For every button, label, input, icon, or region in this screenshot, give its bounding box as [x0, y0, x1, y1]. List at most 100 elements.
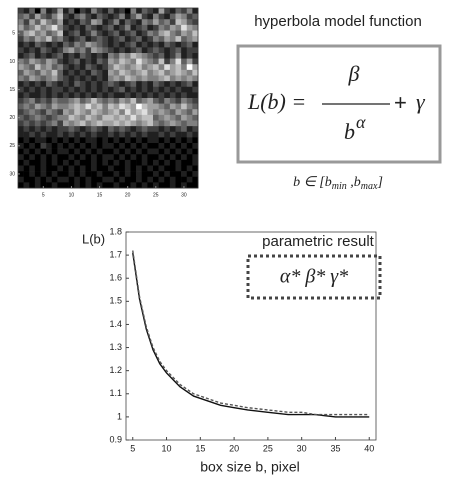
heatmap-cell [46, 182, 53, 189]
formula-domain: b ∈ [bmin ,bmax] [293, 175, 383, 192]
heatmap-cell [74, 8, 81, 14]
heatmap-cell [186, 41, 193, 48]
heatmap-cell [57, 148, 64, 155]
heatmap-cell [40, 53, 47, 59]
heatmap-cell [79, 165, 86, 172]
heatmap-cell [68, 92, 75, 99]
heatmap-cell [18, 58, 24, 65]
heatmap-cell [108, 137, 114, 144]
heatmap-cell [91, 165, 98, 172]
heatmap-cell [74, 143, 81, 149]
heatmap-cell [74, 69, 81, 76]
heatmap-cell [164, 131, 171, 138]
heatmap-cell [181, 120, 188, 127]
heatmap-cell [164, 148, 171, 155]
heatmap-cell [96, 171, 103, 178]
heatmap-cell [124, 131, 131, 138]
heatmap-cell [108, 19, 114, 26]
heatmap-cell [29, 13, 36, 20]
heatmap-cell [108, 81, 114, 88]
heatmap-cell [40, 171, 47, 178]
heatmap-cell [34, 120, 41, 127]
heatmap-cell [29, 75, 36, 82]
heatmap-cell [158, 131, 165, 138]
heatmap-cell [96, 120, 103, 127]
heatmap-cell [102, 64, 109, 71]
heatmap-cell [136, 165, 143, 172]
heatmap-cell [181, 30, 188, 37]
heatmap-cell [23, 182, 30, 189]
heatmap-cell [85, 148, 92, 155]
heatmap-cell [113, 176, 120, 183]
heatmap-cell [91, 69, 98, 76]
heatmap-cell [192, 165, 199, 172]
heatmap-cell [153, 8, 159, 14]
heatmap-cell [147, 148, 154, 155]
heatmap-cell [158, 81, 165, 88]
heatmap-cell [158, 41, 165, 48]
heatmap-cell [85, 47, 92, 54]
heatmap-cell [102, 69, 109, 76]
heatmap-cell [57, 165, 64, 172]
heatmap-cell [18, 171, 24, 178]
heatmap-cell [136, 13, 143, 20]
heatmap-cell [136, 148, 143, 155]
heatmap-cell [130, 131, 137, 138]
heatmap-cell [136, 176, 143, 183]
heatmap-cell [175, 131, 182, 138]
heatmap-cell [119, 86, 126, 93]
heatmap-cell [74, 159, 81, 166]
heatmap-cell [124, 92, 131, 99]
heatmap-cell [51, 114, 58, 121]
heatmap-cell [169, 69, 176, 76]
heatmap-cell [85, 98, 92, 104]
y-tick-label: 1.8 [109, 226, 122, 236]
heatmap-cell [158, 165, 165, 172]
heatmap-cell [63, 75, 69, 82]
heatmap-cell [34, 176, 41, 183]
heatmap-cell [91, 159, 98, 166]
heatmap-cell [91, 75, 98, 82]
heatmap-cell [46, 92, 53, 99]
heatmap-cell [192, 154, 199, 161]
heatmap-cell [57, 53, 64, 59]
heatmap-cell [181, 171, 188, 178]
heatmap-cell [23, 176, 30, 183]
heatmap-cell [192, 148, 199, 155]
heatmap-cell [192, 53, 199, 59]
heatmap-cell [34, 36, 41, 43]
heatmap-cell [158, 114, 165, 121]
heatmap-cell [186, 137, 193, 144]
heatmap-cell [91, 120, 98, 127]
heatmap-cell [175, 58, 182, 65]
heatmap-cell [18, 8, 24, 14]
heatmap-cell [186, 165, 193, 172]
heatmap-cell [34, 58, 41, 65]
heatmap-cell [192, 171, 199, 178]
heatmap-cell [113, 171, 120, 178]
heatmap-cell [192, 176, 199, 183]
heatmap-cell [147, 137, 154, 144]
heatmap-cell [141, 109, 148, 116]
heatmap-cell [57, 69, 64, 76]
heatmap-cell [85, 120, 92, 127]
heatmap-cell [23, 159, 30, 166]
heatmap-cell [85, 126, 92, 133]
heatmap-cell [158, 92, 165, 99]
heatmap-cell [74, 36, 81, 43]
heatmap-cell [51, 81, 58, 88]
heatmap-cell [23, 24, 30, 31]
heatmap-cell [113, 30, 120, 37]
heatmap-cell [23, 8, 30, 14]
heatmap-cell [119, 75, 126, 82]
heatmap-cell [119, 81, 126, 88]
heatmap-cell [113, 47, 120, 54]
heatmap-cell [147, 64, 154, 71]
heatmap-cell [91, 13, 98, 20]
heatmap-cell [181, 53, 188, 59]
heatmap-cell [79, 8, 86, 14]
heatmap-cell [181, 69, 188, 76]
heatmap-cell [136, 120, 143, 127]
heatmap-cell [141, 19, 148, 26]
heatmap-cell [91, 64, 98, 71]
